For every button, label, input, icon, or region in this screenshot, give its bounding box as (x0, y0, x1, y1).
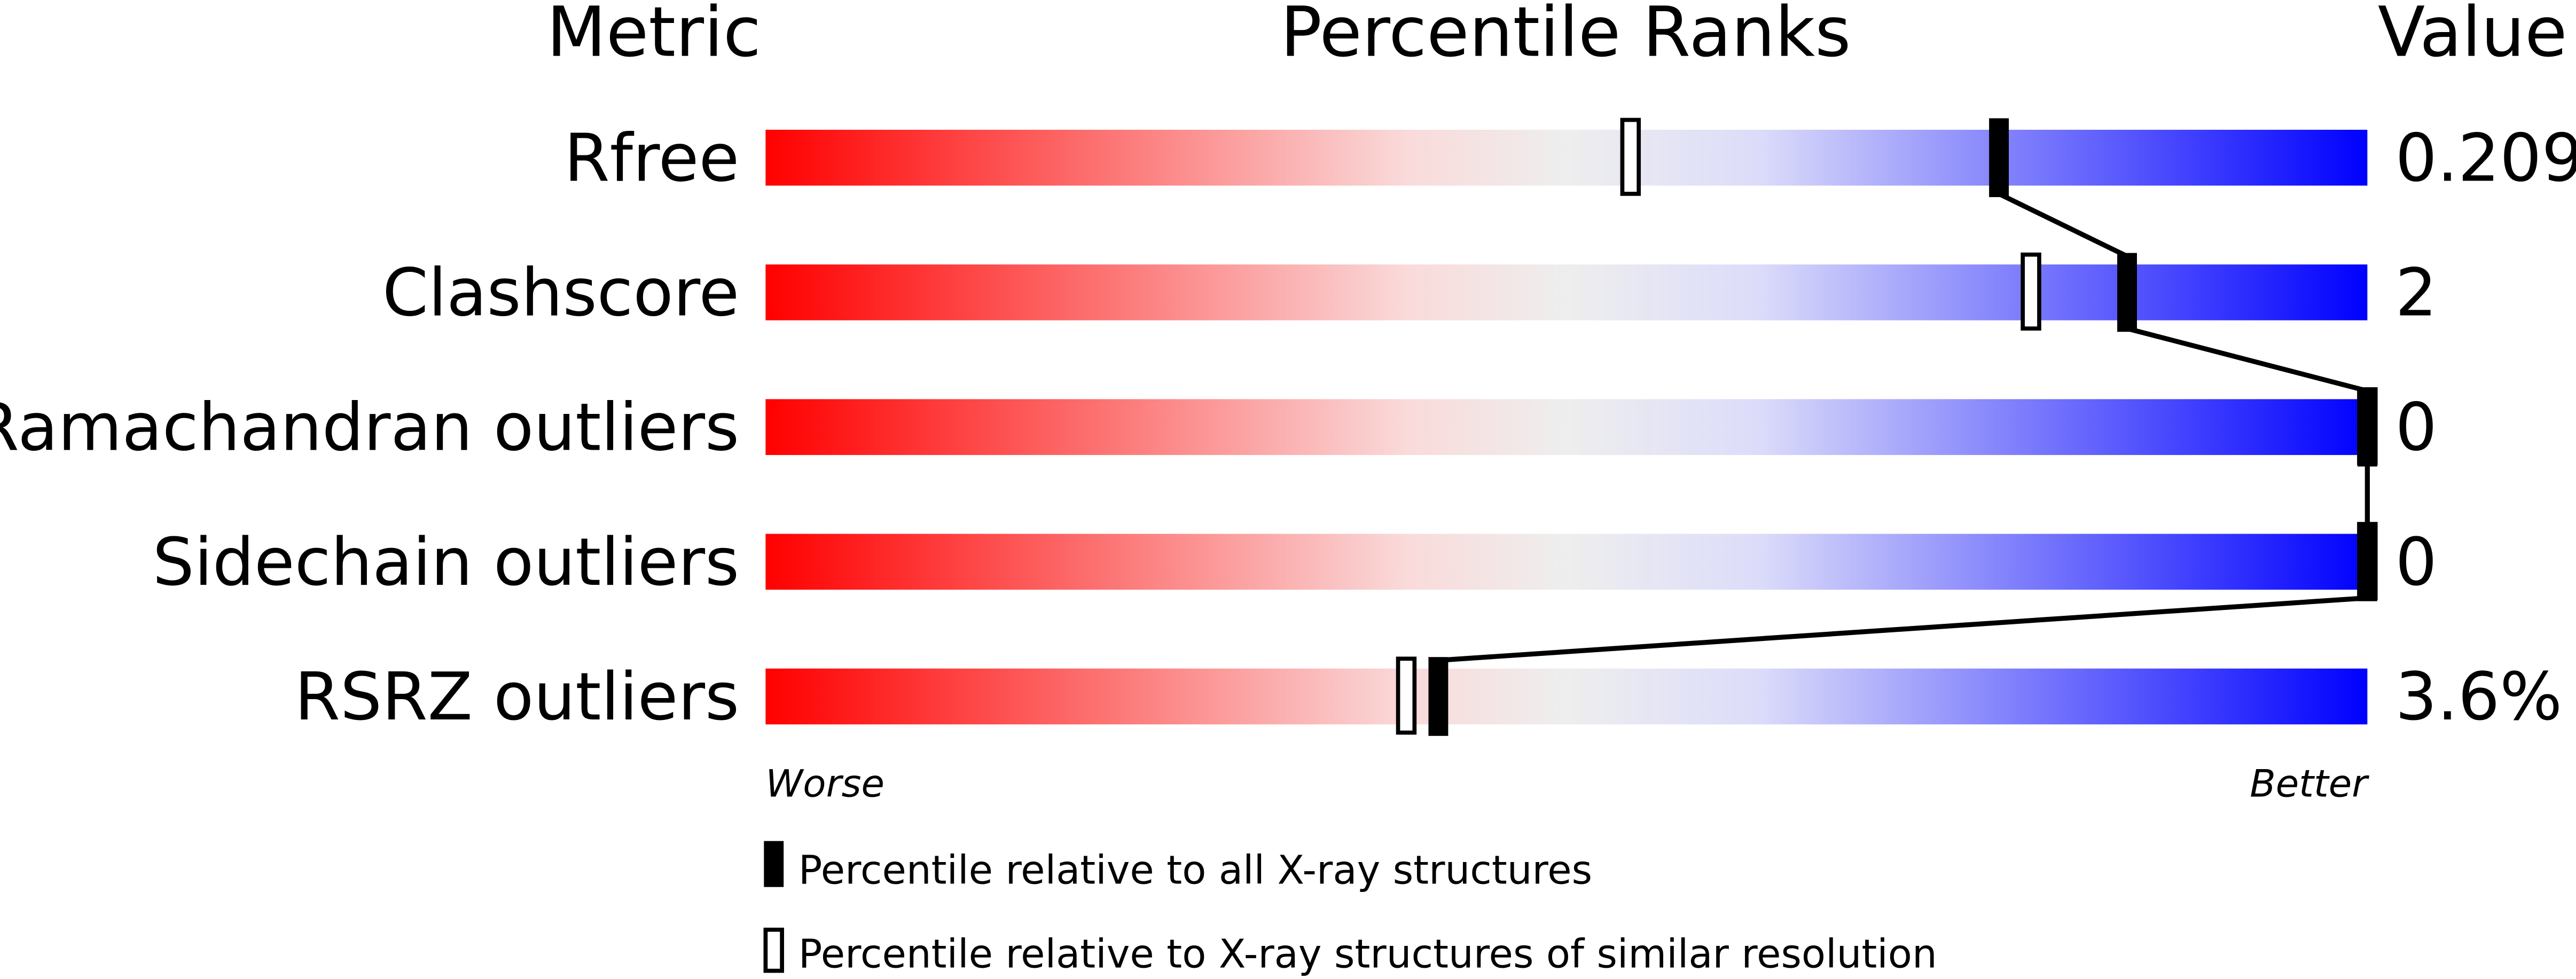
axis-worse-label: Worse (765, 762, 884, 806)
percentile-bar (765, 264, 2368, 320)
value-label: 0.209 (2395, 120, 2576, 197)
value-label: 0 (2395, 390, 2437, 466)
connector-line (1438, 595, 2368, 663)
metric-label: Clashscore (382, 255, 739, 332)
similar-resolution-marker (2021, 252, 2041, 331)
metric-label: Sidechain outliers (153, 524, 740, 601)
legend-solid-marker-icon (764, 841, 784, 887)
legend-hollow-marker-icon (763, 927, 784, 973)
all-structures-marker (1428, 657, 1448, 736)
metric-label: RSRZ outliers (295, 659, 740, 735)
axis-better-label: Better (2250, 762, 2369, 806)
legend-similar-label: Percentile relative to X-ray structures … (798, 931, 1937, 977)
connector-line (2126, 326, 2368, 394)
value-label: 3.6% (2395, 659, 2563, 735)
percentile-bar (765, 534, 2368, 590)
percentile-bar (765, 399, 2368, 455)
similar-resolution-marker (1620, 118, 1641, 196)
similar-resolution-marker (1396, 656, 1417, 735)
all-structures-marker (2357, 387, 2377, 467)
percentile-bar (765, 129, 2368, 186)
value-label: 0 (2395, 524, 2437, 601)
legend-all-label: Percentile relative to all X-ray structu… (798, 848, 1592, 894)
connector-line (1998, 191, 2128, 259)
all-structures-marker (2357, 522, 2377, 601)
value-label: 2 (2395, 255, 2437, 332)
header-value: Value (2378, 0, 2567, 73)
all-structures-marker (1989, 118, 2009, 198)
header-metric: Metric (546, 0, 761, 73)
metric-label: Ramachandran outliers (0, 390, 739, 466)
all-structures-marker (2117, 253, 2137, 332)
metric-label: Rfree (564, 120, 739, 197)
percentile-bar (765, 668, 2368, 725)
header-percentile-ranks: Percentile Ranks (1280, 0, 1851, 73)
